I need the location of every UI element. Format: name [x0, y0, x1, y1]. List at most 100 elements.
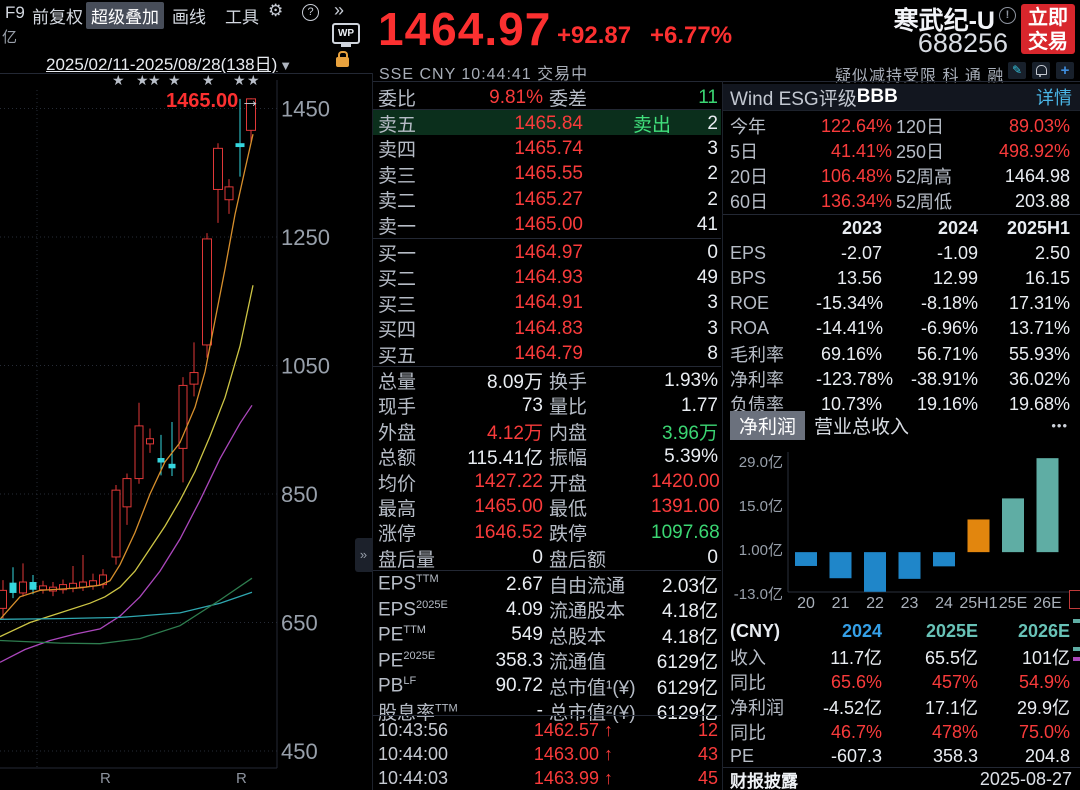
perf-value: 498.92% — [998, 140, 1070, 161]
toolbar-item-overlay[interactable]: 超级叠加 — [86, 2, 164, 29]
forecast-label: 同比 — [730, 673, 766, 693]
trade-now-button[interactable]: 立即 交易 — [1021, 4, 1075, 54]
forecast-header-row: (CNY) 2024 2025E 2026E — [723, 619, 1080, 644]
toolbar-item-draw[interactable]: 画线 — [172, 8, 206, 27]
stat-value: 73 — [521, 394, 543, 416]
caret-down-icon: ▼ — [279, 58, 293, 73]
financials-row: 净利率 -123.78% -38.91% 36.02% — [723, 366, 1080, 391]
financials-value: 69.16% — [820, 343, 882, 364]
financials-label: EPS — [730, 243, 767, 263]
sell-order-row[interactable]: 卖四 1465.74 3 — [373, 135, 721, 162]
stat-label: 振幅 — [549, 448, 588, 470]
buy-order-row[interactable]: 买四 1464.83 3 — [373, 315, 721, 342]
order-price: 1465.00 — [514, 214, 583, 236]
tick-qty: 45 — [697, 767, 718, 788]
financials-header-row: 2023 2024 2025H1 — [723, 216, 1080, 241]
svg-text:26E: 26E — [1033, 595, 1061, 612]
stat-label: 外盘 — [378, 422, 417, 444]
order-level-label: 买三 — [378, 294, 417, 316]
financials-value: 36.02% — [1008, 368, 1070, 389]
perf-value: 136.34% — [820, 190, 892, 211]
fundamental-label: PBLF — [378, 674, 417, 697]
buy-order-row[interactable]: 买三 1464.91 3 — [373, 290, 721, 316]
sell-order-row[interactable]: 卖五 1465.84 卖出 2 — [373, 110, 721, 136]
panel-collapse-handle[interactable]: » — [355, 538, 372, 572]
stat-row: 均价 1427.22 开盘 1420.00 — [373, 469, 721, 495]
sell-order-row[interactable]: 卖一 1465.00 41 — [373, 212, 721, 238]
buy-order-row[interactable]: 买一 1464.97 0 — [373, 239, 721, 266]
stat-value: 0 — [532, 547, 543, 569]
sell-order-row[interactable]: 卖二 1465.27 2 — [373, 186, 721, 213]
kline-chart[interactable]: 1450 1250 1050 850 650 450 R R — [0, 80, 372, 790]
fundamental-label-sup: TTM — [403, 624, 426, 637]
svg-text:25H1: 25H1 — [959, 595, 997, 612]
help-icon[interactable]: ? — [302, 4, 319, 21]
svg-text:450: 450 — [281, 739, 318, 764]
forecast-label: PE — [730, 746, 755, 766]
bell-glyph — [1035, 65, 1047, 77]
stat-row: 涨停 1646.52 跌停 1097.68 — [373, 519, 721, 546]
tabs-more-icon[interactable]: ••• — [1051, 418, 1068, 433]
info-icon[interactable]: ! — [999, 7, 1016, 24]
stat-label: 盘后量 — [378, 549, 436, 571]
toolbar-item-tools[interactable]: 工具 — [225, 8, 259, 27]
financials-label: ROA — [730, 318, 770, 338]
disclosure-label[interactable]: 财报披露 — [730, 772, 798, 790]
buy-order-row[interactable]: 买五 1464.79 8 — [373, 341, 721, 367]
tick-row: 10:44:00 1463.00 ↑ 43 — [373, 742, 721, 766]
forecast-value: 65.5亿 — [924, 648, 978, 668]
forecast-value: 11.7亿 — [830, 648, 882, 668]
financials-header: 2025H1 — [1006, 218, 1070, 238]
fundamental-value: 2.67 — [506, 573, 543, 595]
financials-value: 17.31% — [1008, 293, 1070, 313]
stat-label: 量比 — [549, 397, 588, 419]
star-icon: ★ — [202, 72, 215, 88]
fundamental-label: 股息率TTM — [378, 702, 458, 724]
toolbar-item-qfq[interactable]: 前复权 — [32, 8, 83, 27]
svg-text:23: 23 — [901, 595, 919, 612]
stat-value: 0 — [707, 547, 718, 569]
stat-value: 1646.52 — [474, 521, 543, 543]
disclosure-row: 财报披露 2025-08-27 — [723, 769, 1080, 790]
forecast-value: 358.3 — [932, 746, 978, 766]
financials-value: 19.16% — [916, 393, 978, 414]
fundamental-value: 549 — [511, 624, 543, 646]
forecast-header: 2026E — [1017, 621, 1070, 641]
lock-icon[interactable] — [336, 51, 349, 67]
wp-monitor-icon[interactable]: WP — [332, 23, 360, 47]
forecast-value: 17.1亿 — [924, 698, 978, 718]
order-qty: 2 — [707, 112, 718, 134]
chart-date-range[interactable]: 2025/02/11-2025/08/28(138日) ▼ — [46, 50, 292, 75]
financials-label: 净利率 — [730, 370, 784, 390]
esg-rating: BBB — [856, 86, 898, 107]
tab-revenue[interactable]: 营业总收入 — [814, 417, 910, 438]
tick-price: 1463.99 ↑ — [533, 767, 613, 788]
perf-value: 41.41% — [830, 140, 892, 161]
gear-icon[interactable]: ⚙ — [268, 1, 284, 20]
add-plus-icon[interactable]: + — [1056, 62, 1074, 79]
financials-value: 56.71% — [916, 343, 978, 364]
financials-row: EPS -2.07 -1.09 2.50 — [723, 241, 1080, 266]
financials-row: 负债率 10.73% 19.16% 19.68% — [723, 391, 1080, 416]
financials-header: 2024 — [937, 218, 978, 238]
order-qty: 2 — [707, 188, 718, 210]
stat-label: 最低 — [549, 498, 588, 520]
stats-section: 总量 8.09万 换手 1.93% 现手 73 量比 1.77 外盘 4.12万 内盘 3.96万 总额… — [373, 367, 721, 571]
buy-order-row[interactable]: 买二 1464.93 49 — [373, 264, 721, 291]
toolbar-more-icon[interactable]: » — [334, 0, 345, 20]
share-label: 总市值²(¥) — [549, 702, 636, 724]
tab-net-profit[interactable]: 净利润 — [730, 411, 806, 440]
order-price: 1465.84 — [514, 112, 583, 134]
esg-detail-link[interactable]: 详情 — [1036, 88, 1072, 108]
fundamental-value: - — [536, 700, 543, 722]
toolbar-item-f9[interactable]: F9 — [5, 3, 25, 22]
sell-order-row[interactable]: 卖三 1465.55 2 — [373, 161, 721, 187]
forecast-row: PE -607.3 358.3 204.8 — [723, 744, 1080, 769]
financials-value: -2.07 — [840, 243, 882, 263]
alert-bell-icon[interactable] — [1032, 62, 1050, 79]
fundamentals-section: EPSTTM 2.67 自由流通 2.03亿 EPS2025E 4.09 流通股本 4.18亿… — [373, 571, 721, 724]
fundamental-value: 4.09 — [506, 598, 543, 620]
forecast-table: (CNY) 2024 2025E 2026E 收入 11.7亿 65.5亿 101亿 同比 65.… — [723, 619, 1080, 769]
edit-pencil-icon[interactable]: ✎ — [1008, 62, 1026, 79]
disclosure-date: 2025-08-27 — [979, 769, 1072, 789]
